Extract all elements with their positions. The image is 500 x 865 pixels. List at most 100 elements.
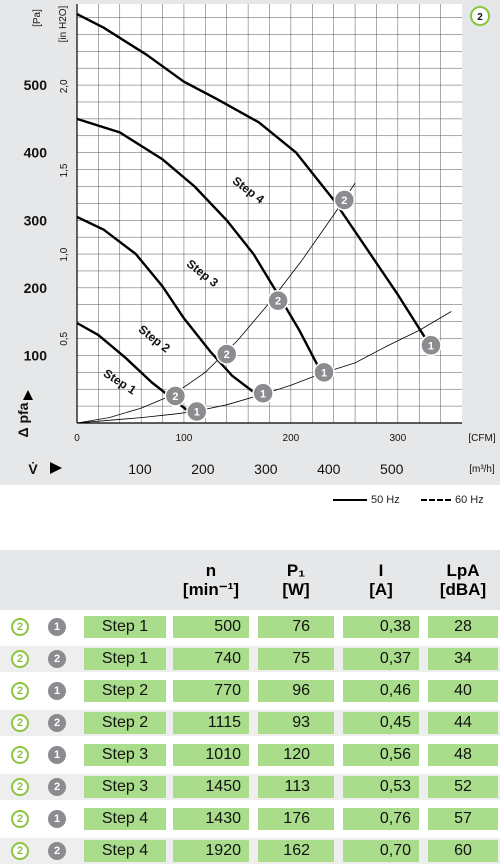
operating-point-icon: 1 [48,746,66,764]
cell-sound: 44 [428,712,498,734]
performance-chart: 100 200 300 400 500 0,5 1,0 1,5 2,0 [Pa] [in H2O] Δ… [15,4,496,477]
x2-tick-label: 100 [128,461,152,477]
cell-step: Step 1 [84,616,166,638]
header-current-unit: [A] [369,580,393,599]
operating-point [267,289,289,312]
y2-tick-label: 1,5 [59,163,70,177]
x2-unit-label: [m³/h] [469,464,495,475]
legend-60hz: 60 Hz [421,494,484,506]
y2-tick-label: 0,5 [59,331,70,345]
operating-point-icon: 1 [48,810,66,828]
performance-chart-panel: 100 200 300 400 500 0,5 1,0 1,5 2,0 [Pa] [in H2O] Δ… [0,0,500,485]
cell-power: 93 [258,712,334,734]
cell-power: 76 [258,616,334,638]
cell-current: 0,46 [343,680,419,702]
cell-power: 176 [258,808,334,830]
cell-current: 0,37 [343,648,419,670]
operating-point-icon: 2 [48,714,66,732]
cell-sound: 40 [428,680,498,702]
cell-speed: 1115 [173,712,249,734]
cell-power: 162 [258,840,334,862]
operating-point-icon: 1 [48,682,66,700]
x2-axis-symbol: V̇ [28,461,38,477]
operating-point [164,385,187,407]
cell-current: 0,38 [343,616,419,638]
operating-point-icon: 2 [48,842,66,860]
cell-step: Step 1 [84,648,166,670]
x2-tick-label: 400 [317,461,341,477]
x2-tick-label: 200 [191,461,215,477]
y-tick-label: 400 [24,145,48,161]
header-power-title: P₁ [286,561,306,580]
y-unit-label: [Pa] [32,9,43,27]
y-tick-label: 500 [24,77,48,93]
cell-current: 0,70 [343,840,419,862]
cell-speed: 1450 [173,776,249,798]
operating-point [333,189,356,211]
cell-step: Step 3 [84,776,166,798]
cell-sound: 52 [428,776,498,798]
cell-power: 120 [258,744,334,766]
y-tick-label: 100 [24,347,48,363]
y2-tick-label: 2,0 [59,79,70,93]
header-sound: LpA [dBA] [428,550,498,610]
cell-current: 0,76 [343,808,419,830]
legend-dashed-line [421,499,451,501]
operating-point-label: 2 [224,349,230,361]
header-speed-title: n [205,561,217,580]
operating-point-label: 2 [275,296,281,308]
operating-point-label: 2 [172,391,178,403]
cell-step: Step 2 [84,680,166,702]
series-line [76,13,431,346]
operating-point [252,382,274,405]
header-power-unit: [W] [282,580,310,599]
x-tick-label: 0 [74,433,80,444]
x-tick-label: 100 [176,433,193,444]
x2-tick-label: 500 [380,461,404,477]
cell-speed: 740 [173,648,249,670]
cell-speed: 500 [173,616,249,638]
header-current-title: I [378,561,384,580]
curve-badge-label: 2 [477,12,483,23]
header-speed: n [min⁻¹] [173,550,249,610]
legend-solid-line [333,499,367,501]
operating-point [186,400,208,423]
table-row: 2 1 Step 2 770 96 0,46 40 [0,678,500,704]
table-header: n [min⁻¹] P₁ [W] I [A] LpA [dBA] [0,550,500,610]
x-unit-label: [CFM] [468,433,495,444]
curve-2-icon: 2 [11,618,29,636]
cell-power: 75 [258,648,334,670]
table-row: 2 2 Step 4 1920 162 0,70 60 [0,838,500,864]
curve-2-icon: 2 [11,650,29,668]
series-line [76,215,260,397]
header-current: I [A] [343,550,419,610]
legend-60hz-label: 60 Hz [455,494,484,506]
cell-power: 113 [258,776,334,798]
table-row: 2 2 Step 2 1115 93 0,45 44 [0,710,500,736]
y-axis-title: Δ pfa [15,402,31,437]
curve-2-icon: 2 [11,714,29,732]
operating-point-label: 1 [428,340,434,352]
y-tick-label: 300 [24,212,48,228]
operating-point-label: 1 [260,388,266,400]
table-row: 2 1 Step 1 500 76 0,38 28 [0,614,500,640]
cell-step: Step 4 [84,840,166,862]
cell-speed: 1920 [173,840,249,862]
operating-point-icon: 2 [48,650,66,668]
operating-point-label: 1 [194,407,200,419]
curve-badge-icon [470,6,490,26]
curve-2-icon: 2 [11,810,29,828]
y-tick-label: 200 [24,280,48,296]
cell-step: Step 2 [84,712,166,734]
cell-current: 0,45 [343,712,419,734]
cell-sound: 34 [428,648,498,670]
y2-unit-label: [in H2O] [58,5,69,42]
table-row: 2 2 Step 1 740 75 0,37 34 [0,646,500,672]
curve-2-icon: 2 [11,842,29,860]
cell-current: 0,56 [343,744,419,766]
cell-step: Step 4 [84,808,166,830]
legend-50hz-label: 50 Hz [371,494,400,506]
x-axis-arrow-icon [50,462,62,474]
curve-2-icon: 2 [11,778,29,796]
x-tick-label: 200 [283,433,300,444]
